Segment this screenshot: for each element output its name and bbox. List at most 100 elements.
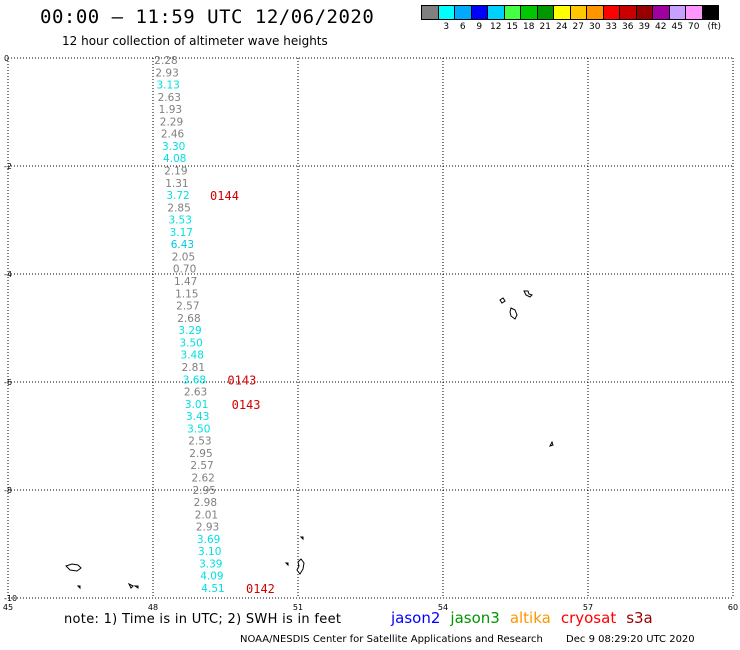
- pass-time-label: 0144: [210, 189, 239, 203]
- x-tick-label: 48: [148, 603, 158, 612]
- seychelles-island: [499, 297, 506, 304]
- legend-label: 12: [490, 22, 502, 32]
- comoros-island: [76, 585, 81, 590]
- swh-value: 3.50: [187, 423, 210, 435]
- x-tick-label: 57: [583, 603, 593, 612]
- seychelles-island: [523, 290, 533, 298]
- swh-value: 2.62: [191, 472, 214, 484]
- swh-value: 2.01: [195, 509, 218, 521]
- swh-value: 3.53: [169, 215, 192, 227]
- satellite-altika: altika: [509, 609, 551, 627]
- swh-value: 2.98: [194, 497, 217, 509]
- y-tick-label: -2: [4, 162, 12, 171]
- island: [296, 558, 305, 575]
- pass-time-labels: 0144 0143 0143 0142: [210, 189, 275, 596]
- swh-value: 2.95: [189, 448, 212, 460]
- swh-value: 2.68: [177, 313, 200, 325]
- island: [549, 440, 554, 447]
- legend-label: 24: [556, 22, 568, 32]
- swh-value: 2.53: [188, 436, 211, 448]
- seychelles-island: [509, 307, 518, 320]
- comoros-island: [65, 563, 82, 572]
- y-tick-label: -10: [4, 594, 17, 603]
- credit-text: NOAA/NESDIS Center for Satellite Applica…: [240, 634, 543, 645]
- x-tick-label: 54: [438, 603, 448, 612]
- legend-label: (ft): [707, 22, 722, 32]
- swh-value: 3.10: [198, 546, 221, 558]
- swh-observations: 2.282.933.132.631.932.292.463.304.082.19…: [154, 55, 224, 595]
- legend-label: 70: [688, 22, 700, 32]
- timestamp-text: Dec 9 08:29:20 UTC 2020: [566, 634, 695, 645]
- legend-label: 15: [506, 22, 518, 32]
- swh-value: 0.70: [173, 264, 196, 276]
- swh-value: 2.93: [155, 67, 178, 79]
- y-tick-label: -4: [4, 270, 12, 279]
- legend-label: 3: [443, 22, 450, 32]
- legend-label: 45: [671, 22, 683, 32]
- swh-value: 1.15: [175, 288, 198, 300]
- swh-value: 2.28: [154, 55, 177, 67]
- satellite-jason2: jason2: [391, 609, 441, 627]
- footer: NOAA/NESDIS Center for Satellite Applica…: [240, 634, 715, 645]
- y-tick-label: 0: [4, 54, 9, 63]
- x-tick-label: 45: [3, 603, 13, 612]
- swh-value: 3.17: [170, 227, 193, 239]
- swh-value: 2.95: [193, 485, 216, 497]
- swh-value: 3.72: [166, 190, 189, 202]
- swh-value: 2.57: [190, 460, 213, 472]
- swh-value: 2.19: [164, 166, 187, 178]
- map-subtitle: 12 hour collection of altimeter wave hei…: [62, 34, 328, 48]
- color-legend-labels: 3 6 9 12 15 18 21 24 27 30 33 36 39 42 45 70 (ft): [421, 22, 740, 34]
- axis-ticks: 45 48 51 54 57 60 0 -2 -4 -6 -8 -10: [3, 54, 738, 612]
- satellite-s3a: s3a: [626, 609, 653, 627]
- swh-value: 2.46: [161, 129, 185, 141]
- swh-value: 3.43: [186, 411, 209, 423]
- swh-value: 3.30: [162, 141, 185, 153]
- swh-value: 3.39: [199, 558, 222, 570]
- swh-value: 4.08: [163, 153, 186, 165]
- swh-value: 1.31: [165, 178, 188, 190]
- swh-value: 2.81: [182, 362, 205, 374]
- legend-label: 9: [476, 22, 483, 32]
- swh-value: 3.68: [183, 374, 206, 386]
- legend-label: 30: [589, 22, 601, 32]
- island: [284, 562, 289, 567]
- swh-value: 1.47: [174, 276, 197, 288]
- color-legend: [421, 5, 719, 20]
- x-tick-label: 51: [293, 603, 303, 612]
- y-tick-label: -8: [4, 486, 12, 495]
- units-note: note: 1) Time is in UTC; 2) SWH is in fe…: [64, 612, 342, 627]
- swh-value: 3.48: [181, 350, 204, 362]
- legend-label: 18: [523, 22, 535, 32]
- satellite-cryosat: cryosat: [560, 609, 617, 627]
- pass-time-label: 0143: [227, 373, 256, 387]
- legend-swatch: [701, 5, 719, 20]
- swh-value: 2.57: [176, 301, 199, 313]
- swh-value: 3.01: [185, 399, 208, 411]
- swh-value: 2.93: [196, 522, 219, 534]
- legend-label: 6: [459, 22, 466, 32]
- legend-label: 27: [572, 22, 584, 32]
- satellite-jason3: jason3: [450, 609, 500, 627]
- swh-value: 4.51: [201, 583, 224, 595]
- swh-value: 3.29: [178, 325, 201, 337]
- y-tick-label: -6: [4, 378, 12, 387]
- swh-value: 2.85: [167, 202, 190, 214]
- pass-time-label: 0143: [232, 398, 261, 412]
- swh-value: 3.13: [156, 80, 179, 92]
- swh-value: 3.50: [179, 337, 202, 349]
- legend-label: 21: [539, 22, 551, 32]
- swh-value: 2.63: [158, 92, 181, 104]
- swh-value: 1.93: [159, 104, 182, 116]
- legend-label: 36: [622, 22, 634, 32]
- map-title: 00:00 – 11:59 UTC 12/06/2020: [40, 6, 375, 28]
- legend-label: 33: [605, 22, 617, 32]
- swh-value: 4.09: [200, 571, 223, 583]
- comoros-island: [127, 582, 134, 589]
- x-tick-label: 60: [728, 603, 738, 612]
- swh-value: 3.69: [197, 534, 220, 546]
- swh-value: 2.29: [160, 116, 183, 128]
- swh-value: 6.43: [171, 239, 194, 251]
- land-outlines: [65, 290, 554, 590]
